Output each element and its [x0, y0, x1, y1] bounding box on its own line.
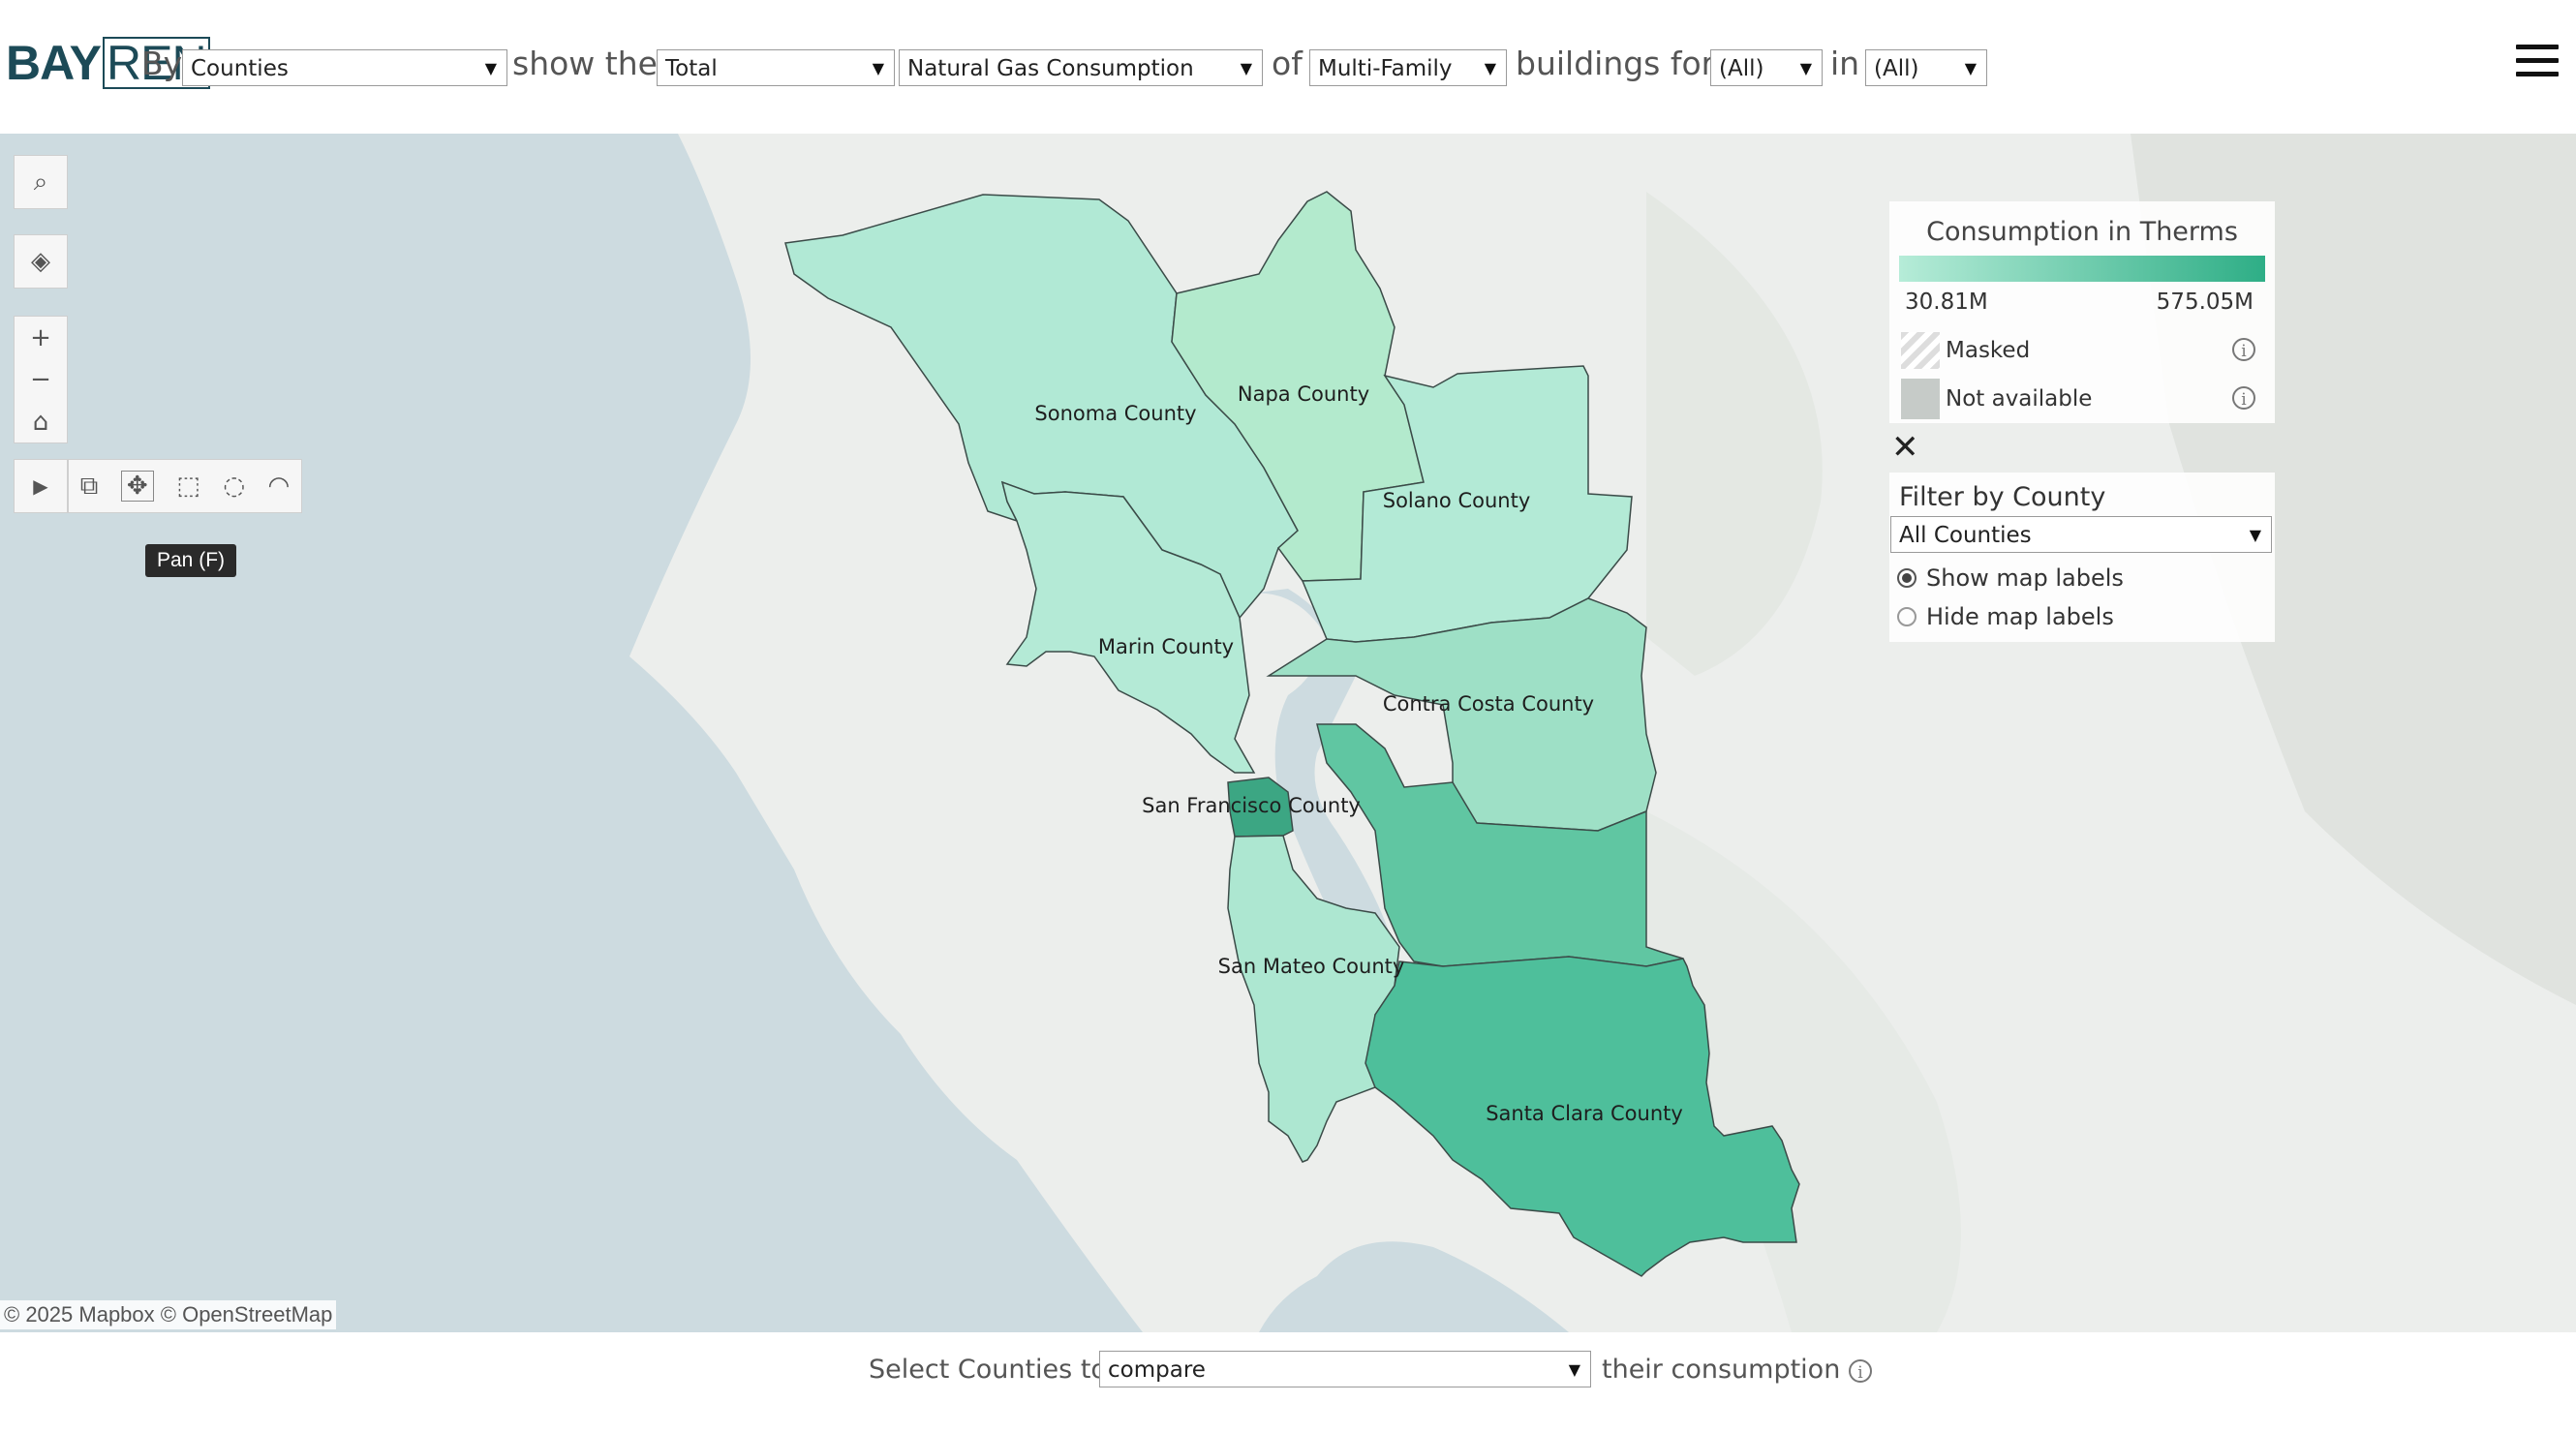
info-icon[interactable]: i: [2232, 338, 2255, 361]
search-icon[interactable]: ⌕: [14, 155, 68, 209]
filter-title: Filter by County: [1899, 482, 2106, 512]
label-buildings-for: buildings for: [1516, 45, 1715, 82]
label-of: of: [1272, 45, 1303, 82]
chevron-down-icon: ▼: [1240, 59, 1252, 77]
label-san-francisco: San Francisco County: [1142, 794, 1361, 817]
radio-show-labels[interactable]: Show map labels: [1889, 553, 2275, 592]
radial-select-icon[interactable]: ◌: [223, 472, 245, 501]
radio-button-unchecked[interactable]: [1897, 607, 1917, 626]
selection-toolbar: ⧉ ✥ ⬚ ◌ ◠: [68, 459, 302, 513]
legend-masked-label: Masked: [1946, 338, 2031, 363]
zoom-in-icon[interactable]: +: [14, 316, 68, 358]
label-san-mateo: San Mateo County: [1218, 955, 1405, 978]
radio-hide-label: Hide map labels: [1926, 603, 2114, 630]
pan-tooltip: Pan (F): [145, 544, 237, 577]
chevron-down-icon: ▼: [1799, 59, 1812, 77]
pan-icon[interactable]: ✥: [120, 471, 154, 502]
info-icon[interactable]: i: [2232, 386, 2255, 410]
rect-select-icon[interactable]: ⬚: [176, 472, 200, 501]
bay-water: [1249, 589, 1395, 966]
county-filter-dropdown[interactable]: All Counties ▼: [1890, 516, 2272, 553]
chevron-down-icon: ▼: [484, 59, 497, 77]
label-napa: Napa County: [1238, 382, 1369, 406]
chevron-down-icon: ▼: [1484, 59, 1496, 77]
info-icon[interactable]: i: [1848, 1358, 1872, 1383]
building-type-dropdown[interactable]: Multi-Family ▼: [1309, 49, 1507, 86]
layers-icon[interactable]: ◈: [14, 234, 68, 289]
compare-suffix: their consumption i: [1602, 1354, 1872, 1387]
masked-swatch: [1901, 332, 1940, 369]
chevron-down-icon: ▼: [1964, 59, 1977, 77]
map-attribution[interactable]: © 2025 Mapbox © OpenStreetMap: [0, 1300, 337, 1329]
radio-button-checked[interactable]: [1897, 568, 1917, 588]
county-san-francisco[interactable]: [1227, 777, 1294, 838]
zoom-area-icon[interactable]: ⧉: [79, 471, 99, 501]
compare-prefix: Select Counties to: [869, 1355, 1107, 1385]
label-contra-costa: Contra Costa County: [1383, 692, 1594, 716]
legend-panel: Consumption in Therms 30.81M 575.05M Mas…: [1889, 201, 2275, 423]
legend-gradient: [1899, 256, 2265, 282]
filter1-dropdown[interactable]: (All) ▼: [1710, 49, 1823, 86]
home-icon[interactable]: ⌂: [14, 401, 68, 443]
measure-dropdown[interactable]: Total ▼: [657, 49, 895, 86]
legend-na-label: Not available: [1946, 386, 2093, 412]
label-santa-clara: Santa Clara County: [1486, 1102, 1683, 1125]
label-sonoma: Sonoma County: [1034, 402, 1196, 425]
label-by: By: [141, 45, 183, 82]
na-swatch: [1901, 379, 1940, 419]
county-san-mateo[interactable]: [1227, 835, 1400, 1163]
radio-hide-labels[interactable]: Hide map labels: [1889, 592, 2275, 634]
label-in: in: [1830, 45, 1860, 82]
chevron-down-icon: ▼: [872, 59, 884, 77]
label-show-the: show the: [512, 45, 658, 82]
county-santa-clara[interactable]: [1365, 956, 1800, 1277]
compare-dropdown[interactable]: compare ▼: [1099, 1351, 1591, 1387]
metric-dropdown[interactable]: Natural Gas Consumption ▼: [899, 49, 1263, 86]
map-canvas[interactable]: Sonoma County Napa County Solano County …: [0, 134, 2576, 1332]
chevron-down-icon: ▼: [1568, 1360, 1580, 1379]
terrain-valley: [1646, 192, 1823, 676]
close-icon[interactable]: ✕: [1891, 428, 1919, 467]
filter-panel: Filter by County All Counties ▼ Show map …: [1889, 473, 2275, 642]
by-dropdown[interactable]: Counties ▼: [182, 49, 507, 86]
label-marin: Marin County: [1098, 635, 1234, 658]
top-toolbar: BAY REN By Counties ▼ show the Total ▼ Natu…: [0, 0, 2576, 134]
county-contra-costa[interactable]: [1266, 597, 1657, 833]
zoom-out-icon[interactable]: −: [14, 358, 68, 401]
terrain-hills: [1646, 811, 1961, 1332]
legend-min: 30.81M: [1905, 290, 1988, 315]
label-solano: Solano County: [1383, 489, 1531, 512]
chevron-down-icon: ▼: [2249, 526, 2261, 544]
expand-arrow-icon[interactable]: ▶: [14, 459, 68, 513]
legend-max: 575.05M: [2156, 290, 2254, 315]
legend-title: Consumption in Therms: [1926, 217, 2238, 247]
bayren-logo[interactable]: BAY REN: [6, 35, 210, 91]
filter2-dropdown[interactable]: (All) ▼: [1865, 49, 1987, 86]
county-marin[interactable]: [1000, 480, 1256, 774]
lasso-select-icon[interactable]: ◠: [267, 472, 291, 501]
radio-show-label: Show map labels: [1926, 564, 2124, 592]
hamburger-icon[interactable]: [2516, 45, 2559, 79]
compare-suffix-text: their consumption: [1602, 1355, 1841, 1385]
